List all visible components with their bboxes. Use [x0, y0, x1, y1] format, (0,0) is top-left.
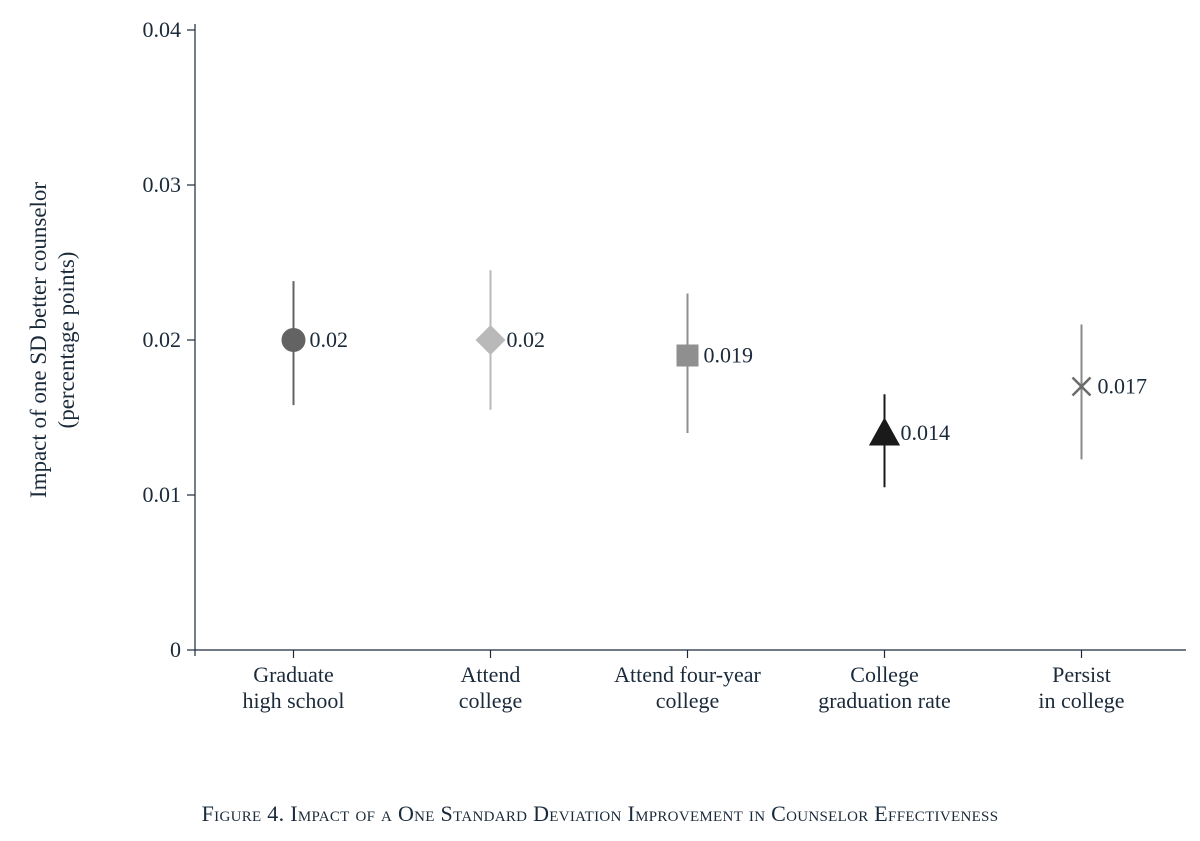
- y-tick-label: 0.01: [143, 482, 182, 507]
- data-point-label: 0.014: [901, 420, 951, 445]
- data-point-label: 0.017: [1098, 374, 1148, 399]
- data-point-label: 0.02: [507, 327, 546, 352]
- chart-svg: 0 0.01 0.02 0.03 0.04 Impact of one SD better…: [0, 0, 1200, 781]
- caption-text: Impact of a One Standard Deviation Impro…: [290, 801, 998, 826]
- x-category-label: college: [459, 688, 523, 713]
- y-tick-label: 0.02: [143, 327, 182, 352]
- y-axis-title-line1: Impact of one SD better counselor: [26, 182, 51, 498]
- y-tick-label: 0.03: [143, 172, 182, 197]
- marker-circle: [282, 328, 306, 352]
- figure-container: 0 0.01 0.02 0.03 0.04 Impact of one SD better…: [0, 0, 1200, 841]
- x-category-label: high school: [242, 688, 344, 713]
- caption-prefix: Figure 4.: [202, 801, 291, 826]
- x-category-label: in college: [1038, 688, 1124, 713]
- data-point-label: 0.02: [310, 327, 349, 352]
- y-tick-label: 0.04: [143, 17, 182, 42]
- x-category-label: Persist: [1052, 662, 1111, 687]
- x-category-label: college: [656, 688, 720, 713]
- x-category-label: College: [850, 662, 918, 687]
- y-axis-title-line2: (percentage points): [54, 252, 79, 429]
- data-point-label: 0.019: [704, 343, 754, 368]
- x-category-label: graduation rate: [818, 688, 951, 713]
- marker-triangle: [869, 417, 900, 445]
- x-category-label: Attend four-year: [614, 662, 761, 687]
- marker-square: [677, 345, 699, 367]
- y-tick-label: 0: [170, 637, 181, 662]
- figure-caption: Figure 4. Impact of a One Standard Devia…: [0, 801, 1200, 827]
- marker-diamond: [476, 325, 506, 355]
- x-category-label: Attend: [461, 662, 521, 687]
- x-category-label: Graduate: [253, 662, 334, 687]
